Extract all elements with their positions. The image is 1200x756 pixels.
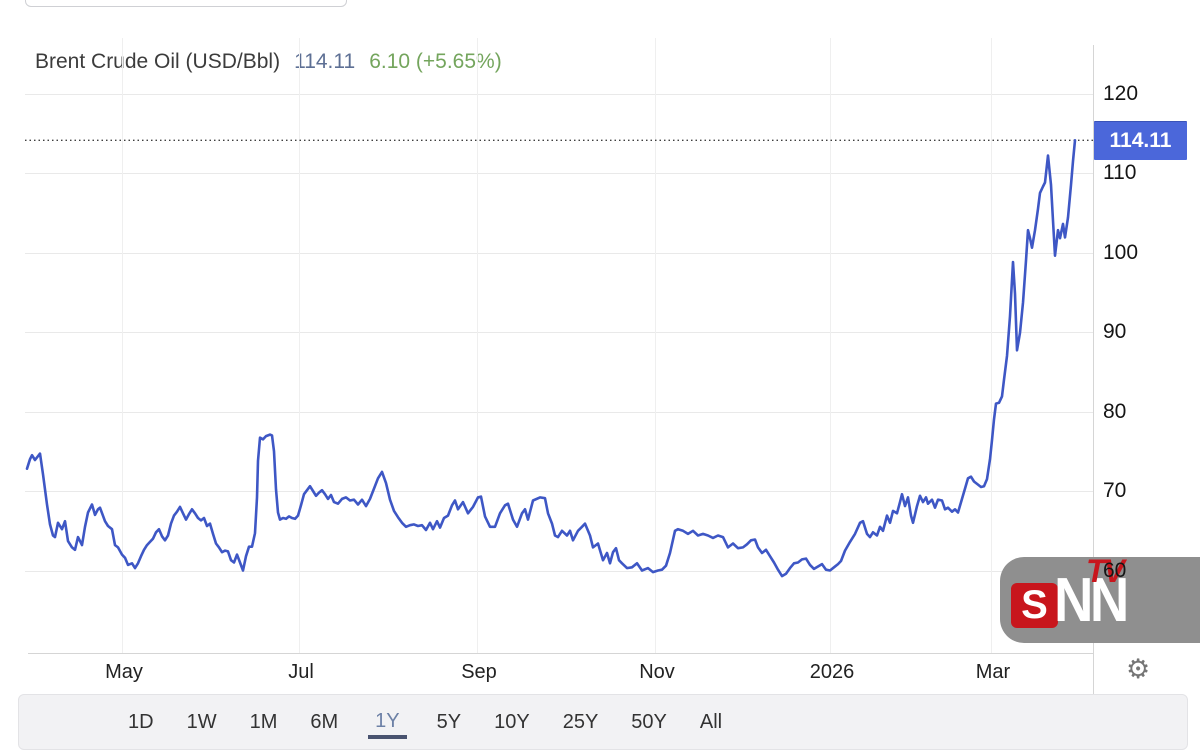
y-tick-label-90: 90: [1103, 320, 1127, 343]
x-tick-label-Jul: Jul: [288, 661, 314, 683]
x-tick-label-Mar: Mar: [975, 661, 1011, 683]
snn-tv-watermark: S NN TV: [1000, 553, 1200, 643]
gridline-y-70: [25, 491, 1093, 492]
range-button-5y[interactable]: 5Y: [436, 710, 462, 733]
range-button-50y[interactable]: 50Y: [631, 710, 667, 733]
instrument-title: Brent Crude Oil (USD/Bbl): [35, 50, 281, 73]
range-button-1y[interactable]: 1Y: [368, 706, 407, 739]
settings-gear-icon[interactable]: ⚙: [1126, 654, 1151, 684]
y-tick-label-110: 110: [1103, 161, 1137, 184]
range-button-1d[interactable]: 1D: [128, 710, 154, 733]
y-tick-label-70: 70: [1103, 479, 1127, 502]
last-price-text: 114.11: [294, 50, 356, 73]
gridline-y-90: [25, 332, 1093, 333]
range-button-6m[interactable]: 6M: [310, 710, 339, 733]
plot-area[interactable]: [25, 40, 1093, 653]
gridline-x-May: [122, 38, 123, 653]
gridline-y-60: [25, 570, 1093, 572]
gridline-y-100: [25, 252, 1093, 254]
chart-header: Brent Crude Oil (USD/Bbl) 114.11 6.10 (+…: [35, 50, 502, 74]
gridline-y-120: [25, 93, 1093, 95]
x-axis-line: [28, 653, 1093, 654]
range-button-1m[interactable]: 1M: [249, 710, 278, 733]
gridline-x-Nov: [655, 38, 656, 653]
gridline-x-Jul: [299, 38, 300, 653]
x-tick-label-2026: 2026: [809, 661, 855, 683]
y-tick-label-120: 120: [1103, 81, 1139, 105]
range-button-10y[interactable]: 10Y: [494, 710, 530, 733]
gridline-x-Mar: [991, 38, 992, 653]
y-tick-label-80: 80: [1103, 399, 1127, 423]
current-price-badge: 114.11: [1094, 121, 1187, 160]
y-axis-line: [1093, 45, 1094, 695]
range-button-all[interactable]: All: [699, 710, 723, 733]
snn-logo-nn: NN: [1054, 566, 1129, 635]
snn-logo-tv: TV: [1086, 553, 1125, 589]
range-button-25y[interactable]: 25Y: [562, 710, 599, 733]
x-tick-label-Sep: Sep: [461, 661, 497, 683]
y-tick-label-60: 60: [1103, 558, 1127, 582]
gridline-y-80: [25, 411, 1093, 413]
price-change-text: 6.10 (+5.65%): [369, 50, 502, 73]
gridline-x-2026: [830, 38, 831, 653]
x-tick-label-Nov: Nov: [639, 661, 675, 683]
snn-logo-s-tile: S: [1011, 583, 1058, 628]
gridline-y-110: [25, 173, 1093, 174]
gridline-x-Sep: [477, 38, 478, 653]
x-tick-label-May: May: [105, 661, 143, 683]
range-button-1w[interactable]: 1W: [186, 710, 217, 733]
range-selector-toolbar: 1D 1W 1M 6M 1Y 5Y 10Y 25Y 50Y All: [18, 694, 1188, 750]
y-tick-label-100: 100: [1103, 240, 1139, 264]
price-line-series: [25, 139, 1077, 578]
